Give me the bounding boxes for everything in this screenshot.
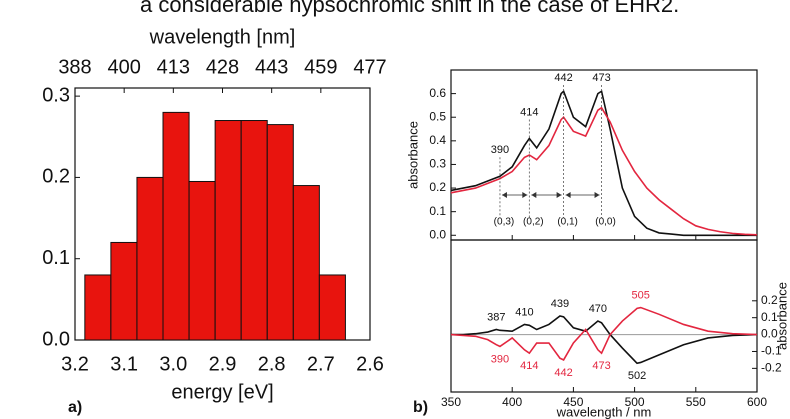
- x2-tick-label: 400: [107, 56, 140, 78]
- peak-label: 473: [592, 72, 610, 84]
- x-tick-label: 2.6: [356, 353, 384, 375]
- y-tick-label: 0.2: [429, 180, 446, 194]
- x2-tick-label: 413: [157, 56, 190, 78]
- histogram-bar: [110, 241, 138, 341]
- peak-label: 387: [487, 311, 505, 323]
- spectrum-line: [450, 306, 758, 361]
- transition-label: (0,3): [494, 217, 515, 228]
- y-tick-label: 0.2: [42, 166, 70, 188]
- x-tick-label: 550: [686, 395, 706, 409]
- y-tick-label: 0.0: [42, 328, 70, 350]
- spectrum-line: [450, 106, 758, 236]
- y-tick-label: 0.2: [761, 293, 778, 307]
- peak-label: 439: [551, 298, 569, 310]
- x-tick-label: 2.9: [209, 353, 237, 375]
- spectrum-line: [451, 315, 758, 365]
- y-tick-label: 0.0: [761, 327, 778, 341]
- x-tick-label: 500: [625, 395, 645, 409]
- spectrum-line: [450, 89, 757, 237]
- histogram-bar: [162, 111, 190, 341]
- x-axis-title: energy [eV]: [171, 381, 273, 403]
- y-axis-title: absorbance: [405, 121, 420, 189]
- plot-frame: [450, 239, 758, 393]
- x-tick-label: 3.0: [159, 353, 187, 375]
- x-tick-label: 600: [747, 395, 767, 409]
- transition-label: (0,2): [523, 217, 544, 228]
- transition-label: (0,0): [595, 217, 616, 228]
- panel-label: a): [68, 399, 82, 416]
- y-tick-label: 0.0: [429, 227, 446, 241]
- x-tick-label: 400: [502, 395, 522, 409]
- y-tick-label: 0.1: [761, 310, 778, 324]
- peak-label: 473: [592, 360, 610, 372]
- x2-tick-label: 428: [206, 56, 239, 78]
- x-tick-label: 450: [563, 395, 583, 409]
- histogram-bar: [240, 120, 268, 341]
- y-tick-label: 0.3: [42, 84, 70, 106]
- peak-label: 414: [520, 106, 538, 118]
- y-tick-label: 0.6: [429, 86, 446, 100]
- histogram-bar: [188, 180, 216, 341]
- peak-label: 410: [515, 306, 533, 318]
- x-tick-label: 2.8: [258, 353, 286, 375]
- peak-label: 390: [491, 144, 509, 156]
- y-tick-label: -0.1: [761, 344, 782, 358]
- x2-tick-label: 477: [353, 56, 386, 78]
- y-tick-label: 0.4: [429, 133, 446, 147]
- histogram-bar: [318, 274, 346, 341]
- peak-label: 390: [491, 353, 509, 365]
- panel-label: b): [413, 399, 428, 416]
- histogram-bar: [84, 274, 112, 341]
- x2-tick-label: 388: [58, 56, 91, 78]
- peak-label: 442: [554, 72, 572, 84]
- x2-tick-label: 443: [255, 56, 288, 78]
- histogram-bar: [136, 176, 164, 341]
- y-tick-label: -0.2: [761, 361, 782, 375]
- x-tick-label: 2.7: [307, 353, 335, 375]
- histogram-bar: [214, 120, 242, 341]
- y-tick-label: 0.5: [429, 109, 446, 123]
- x-tick-label: 3.1: [110, 353, 138, 375]
- histogram-bar: [292, 185, 320, 341]
- peak-label: 470: [589, 303, 607, 315]
- y-tick-label: 0.1: [429, 204, 446, 218]
- histogram-bar: [266, 124, 294, 341]
- peak-label: 505: [632, 289, 650, 301]
- y-axis-title: absorbance: [774, 282, 789, 350]
- caption-fragment: a considerable hypsochromic shift in the…: [140, 0, 679, 17]
- peak-label: 442: [554, 367, 572, 379]
- transition-label: (0,1): [557, 217, 578, 228]
- x-tick-label: 350: [441, 395, 461, 409]
- y-tick-label: 0.3: [429, 157, 446, 171]
- peak-label: 414: [520, 360, 538, 372]
- x-axis-title: wavelength / nm: [556, 404, 652, 419]
- y-tick-label: 0.1: [42, 247, 70, 269]
- x2-tick-label: 459: [304, 56, 337, 78]
- peak-label: 502: [628, 370, 646, 382]
- x2-axis-title: wavelength [nm]: [149, 26, 296, 48]
- x-tick-label: 3.2: [61, 353, 89, 375]
